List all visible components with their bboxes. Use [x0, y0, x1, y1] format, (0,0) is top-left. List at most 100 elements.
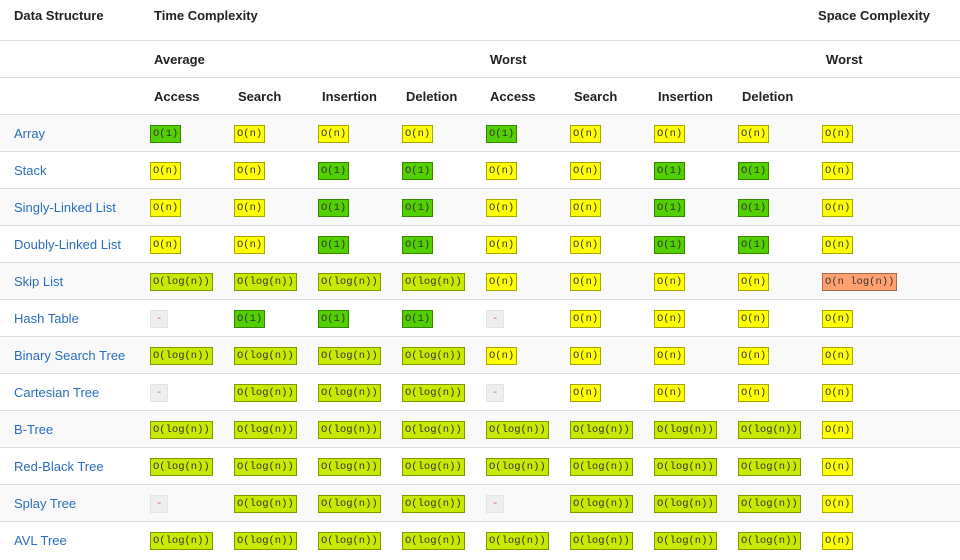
structure-link[interactable]: AVL Tree — [14, 532, 67, 548]
complexity-cell: O(n) — [476, 336, 560, 374]
complexity-badge: O(1) — [486, 124, 518, 143]
complexity-badge: O(1) — [150, 124, 182, 143]
complexity-badge: O(n) — [570, 309, 602, 328]
complexity-cell: O(n) — [308, 114, 392, 152]
complexity-badge: O(1) — [402, 161, 434, 180]
complexity-cell: O(n) — [812, 299, 960, 337]
complexity-badge: O(n) — [822, 235, 854, 254]
structure-link[interactable]: Skip List — [14, 273, 64, 289]
complexity-badge: O(log(n)) — [402, 383, 465, 402]
complexity-badge: O(log(n)) — [486, 457, 549, 476]
complexity-cell: O(1) — [224, 299, 308, 337]
complexity-badge: O(n) — [654, 124, 686, 143]
complexity-cell: O(1) — [392, 151, 476, 189]
complexity-cell: O(n) — [812, 521, 960, 558]
complexity-cell: O(n) — [140, 188, 224, 226]
group-header: Time Complexity — [154, 8, 258, 23]
complexity-badge: O(n) — [486, 272, 518, 291]
structure-link[interactable]: Cartesian Tree — [14, 384, 100, 400]
structure-link[interactable]: Array — [14, 125, 46, 141]
complexity-badge: O(n) — [822, 420, 854, 439]
complexity-cell: O(1) — [728, 188, 813, 226]
complexity-cell: O(log(n)) — [392, 447, 476, 485]
complexity-badge: O(n) — [570, 124, 602, 143]
complexity-badge: O(n) — [654, 309, 686, 328]
complexity-badge: O(log(n)) — [654, 457, 717, 476]
structure-link[interactable]: Stack — [14, 162, 47, 178]
complexity-cell: O(n) — [224, 225, 308, 263]
structure-link[interactable]: Doubly-Linked List — [14, 236, 121, 252]
complexity-cell: O(1) — [728, 225, 813, 263]
complexity-cell: O(n) — [728, 114, 813, 152]
complexity-badge: O(1) — [402, 198, 434, 217]
complexity-badge: O(log(n)) — [150, 531, 213, 550]
complexity-cell: O(n) — [812, 188, 960, 226]
name-cell: Stack — [0, 151, 140, 189]
complexity-badge: - — [150, 383, 169, 402]
complexity-cell: O(log(n)) — [476, 447, 560, 485]
complexity-cell: O(n) — [812, 484, 960, 522]
complexity-badge: O(n) — [486, 346, 518, 365]
complexity-cell: O(n) — [812, 447, 960, 485]
complexity-badge: O(log(n)) — [570, 420, 633, 439]
complexity-cell: O(n) — [476, 262, 560, 300]
complexity-badge: O(1) — [318, 198, 350, 217]
complexity-badge: O(log(n)) — [402, 272, 465, 291]
complexity-badge: - — [486, 309, 505, 328]
complexity-badge: O(n) — [570, 161, 602, 180]
complexity-badge: O(1) — [738, 198, 770, 217]
complexity-cell: O(n) — [476, 151, 560, 189]
header-row: Average Worst Worst — [0, 40, 960, 78]
complexity-cell: O(n) — [560, 114, 644, 152]
complexity-badge: O(n) — [570, 198, 602, 217]
complexity-cell: O(n) — [224, 114, 308, 152]
complexity-badge: O(log(n)) — [654, 420, 717, 439]
complexity-cell: O(1) — [476, 114, 560, 152]
operation-header: Deletion — [728, 77, 813, 115]
complexity-cell: - — [140, 484, 224, 522]
complexity-badge: O(n) — [318, 124, 350, 143]
complexity-cell: O(n) — [812, 410, 960, 448]
structure-link[interactable]: Red-Black Tree — [14, 458, 104, 474]
complexity-badge: O(log(n)) — [150, 346, 213, 365]
structure-link[interactable]: Hash Table — [14, 310, 79, 326]
complexity-cell: O(log(n)) — [308, 447, 392, 485]
complexity-badge: O(1) — [402, 309, 434, 328]
operation-header: Insertion — [644, 77, 728, 115]
complexity-badge: O(n) — [822, 457, 854, 476]
complexity-badge: O(n) — [822, 383, 854, 402]
name-cell: Singly-Linked List — [0, 188, 140, 226]
complexity-cell: O(log(n)) — [560, 521, 644, 558]
complexity-cell: O(n) — [644, 373, 728, 411]
operation-header: Search — [560, 77, 644, 115]
structure-link[interactable]: B-Tree — [14, 421, 54, 437]
complexity-badge: O(log(n)) — [234, 272, 297, 291]
structure-link[interactable]: Singly-Linked List — [14, 199, 116, 215]
structure-link[interactable]: Splay Tree — [14, 495, 77, 511]
complexity-badge: O(n) — [234, 235, 266, 254]
complexity-cell: O(log(n)) — [224, 336, 308, 374]
complexity-cell: O(n) — [812, 225, 960, 263]
complexity-cell: O(n) — [560, 225, 644, 263]
complexity-badge: O(1) — [654, 198, 686, 217]
complexity-cell: O(n) — [560, 188, 644, 226]
complexity-cell: O(log(n)) — [308, 262, 392, 300]
structure-link[interactable]: Binary Search Tree — [14, 347, 126, 363]
complexity-cell: O(1) — [644, 151, 728, 189]
subgroup-header: Worst — [476, 40, 813, 78]
complexity-badge: - — [486, 383, 505, 402]
complexity-badge: O(n) — [654, 383, 686, 402]
complexity-badge: O(log(n)) — [486, 531, 549, 550]
complexity-cell: O(log(n)) — [392, 484, 476, 522]
complexity-badge: O(log(n)) — [402, 494, 465, 513]
complexity-cell: O(log(n)) — [728, 484, 813, 522]
complexity-cell: O(log(n)) — [476, 410, 560, 448]
table-row: Skip List O(log(n)) O(log(n)) O(log(n)) O(lo… — [0, 262, 960, 300]
complexity-cell: O(n) — [140, 225, 224, 263]
complexity-cell: O(n) — [224, 188, 308, 226]
complexity-badge: O(log(n)) — [570, 494, 633, 513]
complexity-badge: O(log(n)) — [150, 457, 213, 476]
complexity-badge: O(n) — [822, 124, 854, 143]
complexity-cell: O(log(n)) — [728, 447, 813, 485]
complexity-cell: O(log(n)) — [308, 484, 392, 522]
